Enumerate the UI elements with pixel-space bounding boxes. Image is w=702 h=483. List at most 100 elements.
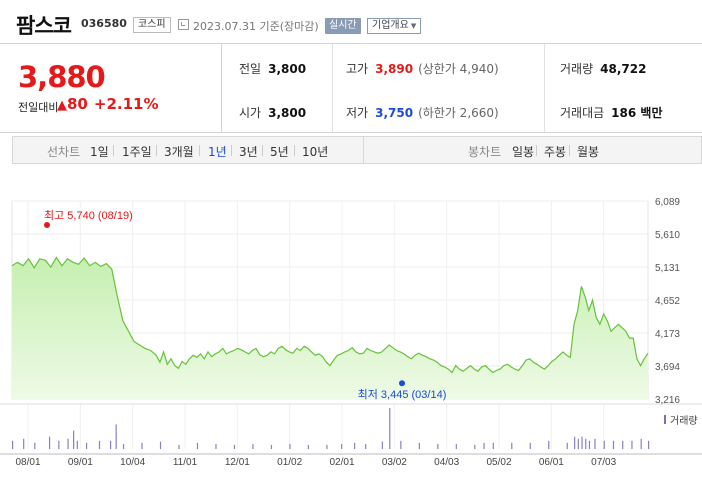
- y-tick-label: 3,216: [655, 395, 680, 406]
- volume-bar: [483, 442, 485, 449]
- volume-bar: [631, 440, 633, 449]
- volume-bar: [622, 440, 624, 449]
- separator: [199, 145, 200, 156]
- x-tick-label: 03/02: [382, 457, 407, 468]
- volume-bar: [270, 444, 273, 449]
- divider: [332, 44, 333, 132]
- volume-bar: [389, 408, 391, 449]
- price-chart[interactable]: 6,089 5,610 5,131 4,652 4,173 3,694 3,216 08/01…: [0, 194, 702, 483]
- volume-legend: 거래량: [670, 415, 698, 427]
- clock-icon: [178, 19, 189, 30]
- day-high-label: 고가: [346, 62, 369, 76]
- volume-bar: [307, 444, 310, 449]
- candle-weekly[interactable]: 주봉: [544, 145, 567, 159]
- change-label: 전일대비: [18, 101, 59, 114]
- volume-bar: [640, 438, 642, 449]
- divider: [544, 44, 545, 132]
- trade-amount-label: 거래대금: [560, 106, 605, 120]
- x-tick-label: 01/02: [277, 457, 302, 468]
- x-tick-label: 08/01: [15, 457, 40, 468]
- day-high: 고가 3,890 (상한가 4,940): [346, 60, 499, 77]
- volume-bar: [577, 438, 579, 449]
- day-low-label: 저가: [346, 106, 369, 120]
- volume-label: 거래량: [560, 62, 594, 76]
- stock-header: 팜스코 036580 코스피 2023.07.31 기준(장마감) 실시간 기업…: [0, 0, 702, 44]
- day-low-value: 3,750: [375, 106, 414, 120]
- volume-bar: [418, 442, 420, 449]
- volume-bar: [252, 444, 254, 449]
- volume-bar: [159, 441, 162, 449]
- volume-bar: [76, 440, 78, 449]
- change-row: ▲80 +2.11%: [57, 95, 158, 113]
- period-3y[interactable]: 3년: [239, 145, 258, 159]
- period-10y[interactable]: 10년: [302, 145, 329, 159]
- volume-bar: [594, 438, 596, 449]
- volume-bar: [529, 442, 531, 449]
- separator: [536, 145, 537, 156]
- divider: [0, 132, 702, 133]
- volume-bar: [98, 440, 101, 449]
- volume-bar: [289, 444, 291, 449]
- volume-bar: [588, 440, 591, 449]
- period-3m[interactable]: 3개월: [164, 145, 194, 159]
- volume-bar: [548, 440, 550, 449]
- chart-period-bar: 선차트 1일 1주일 3개월 1년 3년 5년 10년 봉차트 일봉 주봉 월봉: [12, 136, 702, 164]
- open-price: 시가 3,800: [239, 104, 306, 121]
- up-arrow-icon: ▲: [57, 98, 67, 113]
- separator: [156, 145, 157, 156]
- period-1d[interactable]: 1일: [90, 145, 109, 159]
- x-tick-label: 10/04: [120, 457, 145, 468]
- volume-bar: [12, 440, 14, 449]
- period-1y[interactable]: 1년: [208, 145, 227, 159]
- separator: [569, 145, 570, 156]
- period-5y[interactable]: 5년: [270, 145, 289, 159]
- volume-bar: [585, 438, 587, 449]
- x-tick-label: 05/02: [486, 457, 511, 468]
- open-price-label: 시가: [239, 106, 262, 120]
- period-1w[interactable]: 1주일: [122, 145, 152, 159]
- as-of-date: 2023.07.31 기준(장마감): [193, 20, 319, 33]
- volume-bar: [341, 444, 343, 449]
- separator: [113, 145, 114, 156]
- day-high-value: 3,890: [375, 62, 414, 76]
- candle-monthly[interactable]: 월봉: [577, 145, 600, 159]
- market-badge: 코스피: [133, 17, 171, 33]
- volume-bar: [73, 430, 75, 449]
- prev-close-value: 3,800: [268, 62, 307, 76]
- volume-legend-swatch: [664, 415, 666, 424]
- volume-bar: [474, 444, 476, 449]
- realtime-button[interactable]: 실시간: [325, 18, 361, 34]
- company-info-button[interactable]: 기업개요 ▼: [367, 18, 422, 34]
- volume-bar: [603, 440, 605, 449]
- volume-bar: [566, 442, 568, 449]
- volume-bar: [109, 440, 112, 449]
- current-price-block: 3,880 전일대비 ▲80 +2.11%: [0, 44, 222, 132]
- lower-limit: (하한가 2,660): [418, 106, 499, 120]
- upper-limit: (상한가 4,940): [418, 62, 499, 76]
- change-percent: +2.11%: [93, 95, 159, 113]
- y-tick-label: 5,131: [655, 263, 680, 274]
- volume-bar: [612, 440, 615, 449]
- prev-close-label: 전일: [239, 62, 262, 76]
- price-summary: 전일 3,800 고가 3,890 (상한가 4,940) 거래량 48,722 시가 3…: [222, 44, 702, 132]
- volume-bar: [400, 440, 402, 449]
- y-tick-label: 5,610: [655, 230, 680, 241]
- low-label: 최저 3,445 (03/14): [358, 388, 447, 401]
- y-tick-label: 4,173: [655, 329, 680, 340]
- x-tick-label: 09/01: [68, 457, 93, 468]
- trade-amount-value: 186 백만: [611, 106, 663, 120]
- candle-daily[interactable]: 일봉: [512, 145, 535, 159]
- open-price-value: 3,800: [268, 106, 307, 120]
- low-marker: [399, 380, 405, 387]
- trade-amount: 거래대금 186 백만: [560, 104, 662, 121]
- volume-bar: [437, 444, 439, 449]
- volume-bar: [122, 444, 125, 449]
- separator: [262, 145, 263, 156]
- volume-bar: [574, 436, 576, 449]
- y-tick-label: 4,652: [655, 296, 680, 307]
- volume-bar: [215, 444, 217, 449]
- volume: 거래량 48,722: [560, 60, 646, 77]
- current-price: 3,880: [18, 60, 106, 94]
- prev-close: 전일 3,800: [239, 60, 306, 77]
- volume-bar: [581, 436, 583, 449]
